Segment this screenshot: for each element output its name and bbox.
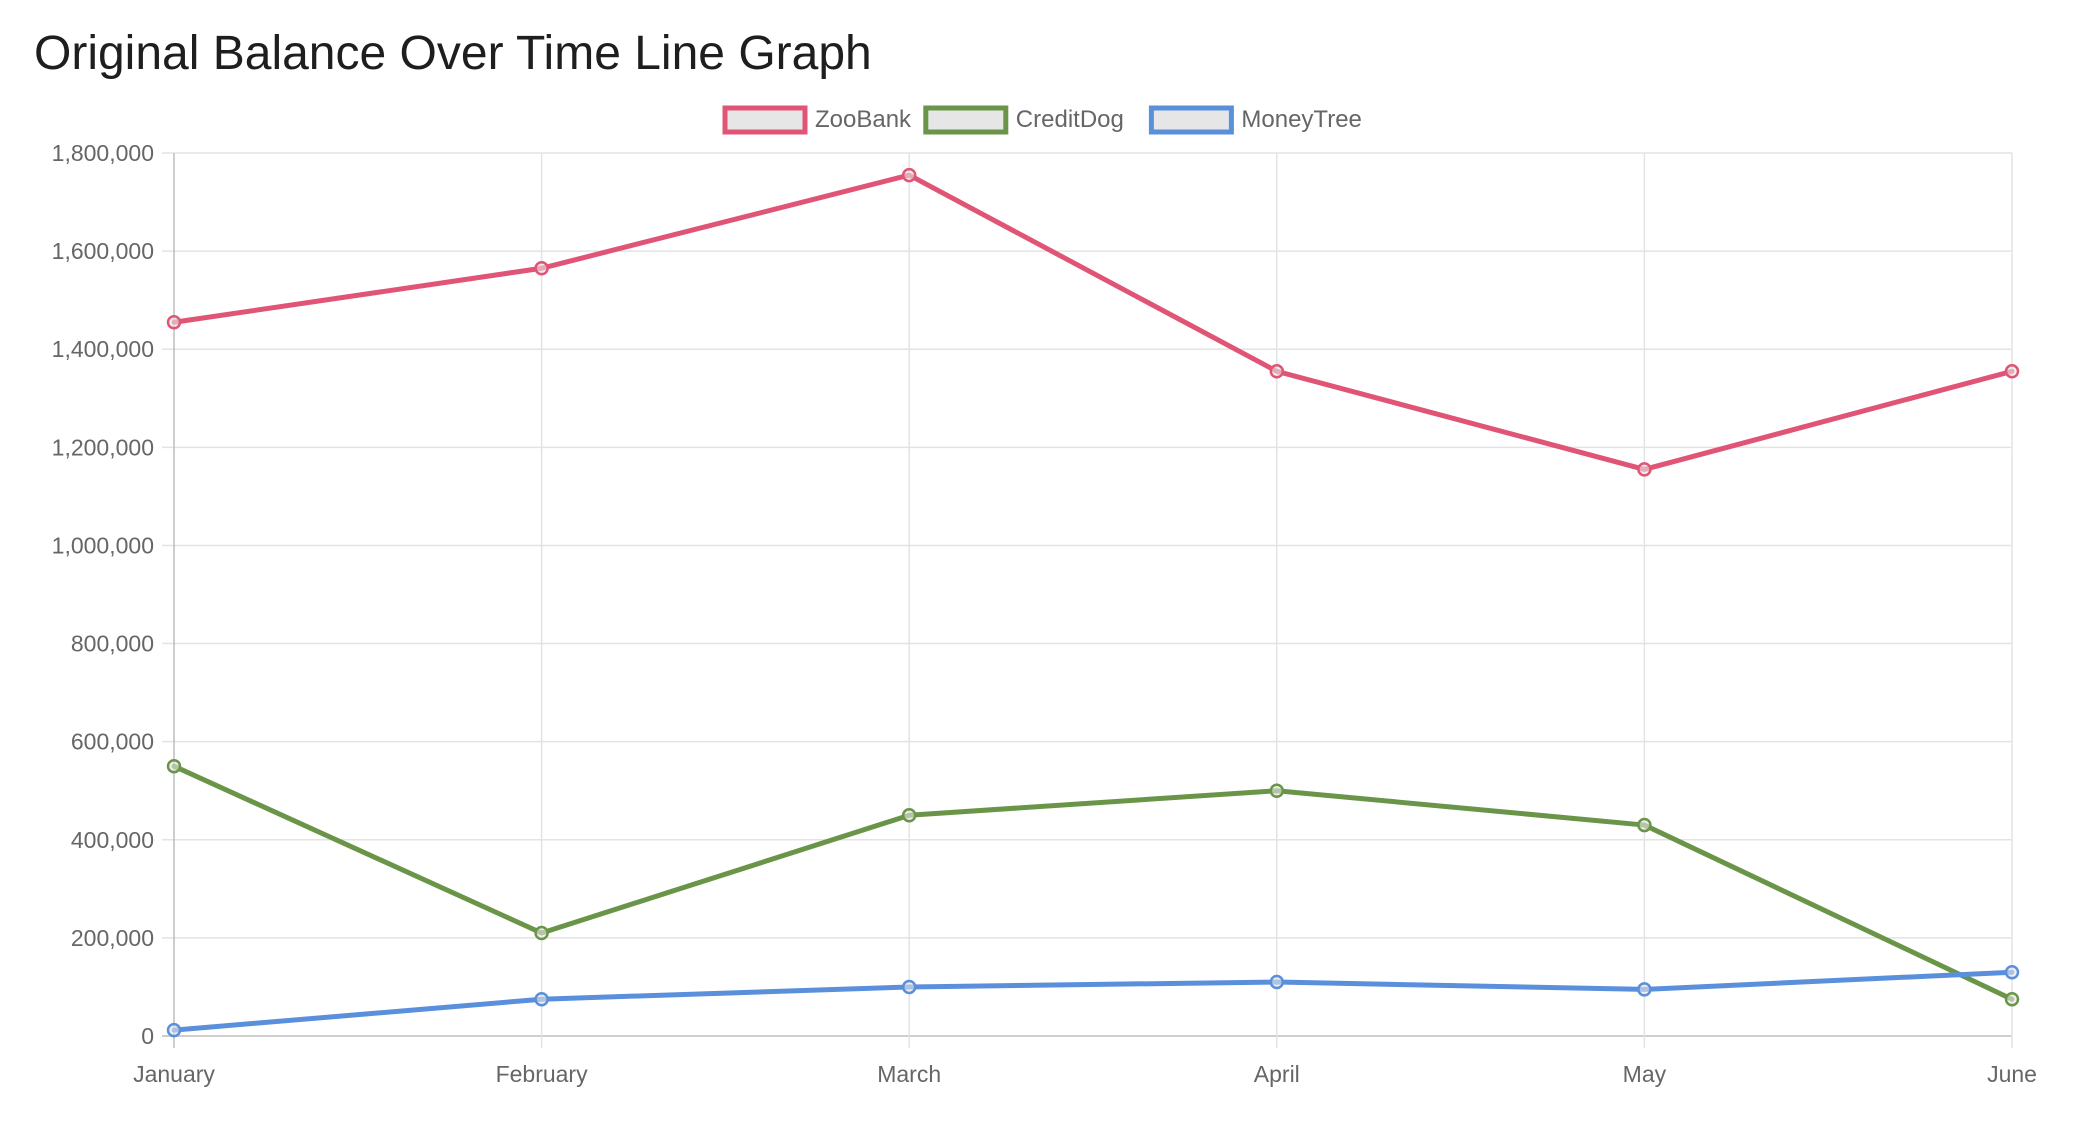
data-point-moneytree[interactable] xyxy=(166,1022,182,1038)
grid-lines xyxy=(162,152,2013,1048)
series-line-moneytree xyxy=(171,969,2015,1033)
data-point-moneytree[interactable] xyxy=(1637,982,1652,997)
y-tick-label: 800,000 xyxy=(71,631,154,657)
legend-item-moneytree[interactable]: MoneyTree xyxy=(1148,105,1362,135)
x-tick-label: February xyxy=(496,1061,589,1087)
legend-item-creditdog[interactable]: CreditDog xyxy=(923,105,1124,135)
data-point-zoobank[interactable] xyxy=(534,261,549,276)
y-tick-label: 1,800,000 xyxy=(52,140,154,166)
data-point-creditdog[interactable] xyxy=(1269,783,1285,798)
legend-swatch xyxy=(923,105,1009,135)
chart-title: Original Balance Over Time Line Graph xyxy=(34,27,872,80)
legend-item-zoobank[interactable]: ZooBank xyxy=(722,105,912,135)
y-tick-label: 0 xyxy=(141,1023,154,1049)
data-point-moneytree[interactable] xyxy=(901,979,917,995)
data-point-zoobank[interactable] xyxy=(1269,364,1285,379)
axes: 0 200,000 400,000 600,000 800,000 1,000,000 1,… xyxy=(52,140,2037,1087)
legend: ZooBank CreditDog MoneyTree xyxy=(722,105,1362,135)
x-tick-label: April xyxy=(1254,1061,1300,1087)
series-line-creditdog xyxy=(171,763,2015,1002)
data-point-creditdog[interactable] xyxy=(1637,817,1652,833)
data-point-moneytree[interactable] xyxy=(1269,974,1285,990)
x-tick-label: January xyxy=(133,1061,215,1087)
legend-label: CreditDog xyxy=(1016,106,1124,133)
data-point-moneytree[interactable] xyxy=(2004,964,2020,980)
data-point-creditdog[interactable] xyxy=(534,925,549,941)
y-tick-label: 400,000 xyxy=(71,827,154,853)
data-point-moneytree[interactable] xyxy=(534,991,549,1007)
data-point-zoobank[interactable] xyxy=(1637,462,1652,477)
data-point-zoobank[interactable] xyxy=(2004,364,2020,379)
x-tick-label: June xyxy=(1987,1061,2037,1087)
data-point-creditdog[interactable] xyxy=(901,808,917,823)
legend-swatch xyxy=(1148,105,1234,135)
y-tick-label: 600,000 xyxy=(71,729,154,755)
y-tick-label: 200,000 xyxy=(71,925,154,951)
y-tick-label: 1,200,000 xyxy=(52,434,154,460)
y-tick-label: 1,000,000 xyxy=(52,532,154,558)
series-line-zoobank xyxy=(171,172,2015,472)
legend-swatch xyxy=(722,105,808,135)
legend-label: MoneyTree xyxy=(1241,106,1362,133)
x-tick-label: March xyxy=(877,1061,941,1087)
y-tick-label: 1,600,000 xyxy=(52,238,154,264)
legend-label: ZooBank xyxy=(815,106,912,133)
data-point-creditdog[interactable] xyxy=(166,758,182,774)
series-lines xyxy=(166,167,2020,1038)
data-point-creditdog[interactable] xyxy=(2004,991,2020,1007)
y-tick-label: 1,400,000 xyxy=(52,336,154,362)
data-point-zoobank[interactable] xyxy=(901,167,917,183)
x-tick-label: May xyxy=(1623,1061,1667,1087)
data-point-zoobank[interactable] xyxy=(166,314,182,330)
